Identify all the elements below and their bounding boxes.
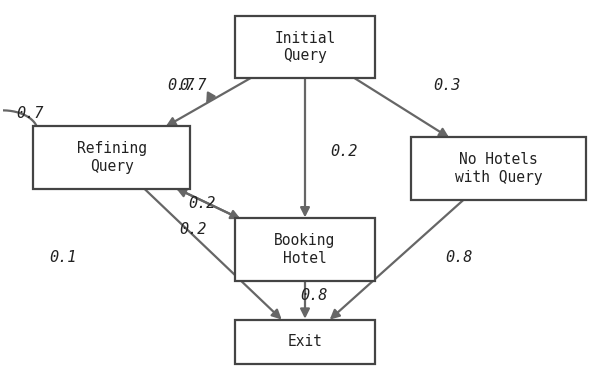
Text: 0.7: 0.7 [16,106,44,121]
Text: Refining
Query: Refining Query [77,141,146,174]
Text: Exit: Exit [287,334,323,349]
Text: 0.2: 0.2 [179,222,207,237]
Text: 0.3: 0.3 [433,78,461,93]
Text: 0.2: 0.2 [188,196,216,211]
Text: 0.1: 0.1 [49,249,77,264]
Text: Initial
Query: Initial Query [274,31,336,63]
FancyBboxPatch shape [235,16,375,78]
FancyBboxPatch shape [411,137,586,200]
FancyBboxPatch shape [33,126,190,189]
Text: 0.7: 0.7 [167,78,195,93]
FancyBboxPatch shape [235,320,375,364]
Text: No Hotels
with Query: No Hotels with Query [454,152,542,185]
Text: 0.2: 0.2 [331,144,358,159]
FancyBboxPatch shape [235,218,375,281]
Text: 0.8: 0.8 [300,288,328,303]
Text: 0.8: 0.8 [445,249,473,264]
Text: 0.7: 0.7 [179,78,207,93]
Text: Booking
Hotel: Booking Hotel [274,233,336,266]
